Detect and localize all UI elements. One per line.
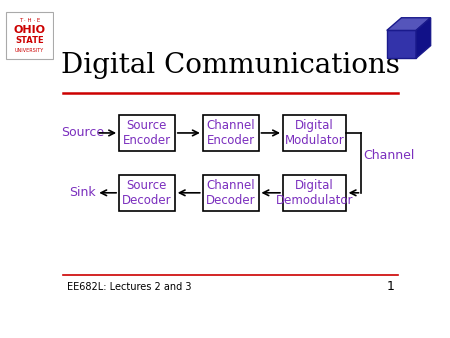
- Polygon shape: [387, 18, 431, 30]
- Text: Source
Decoder: Source Decoder: [122, 179, 172, 207]
- Text: Digital
Modulator: Digital Modulator: [284, 119, 344, 147]
- Text: OHIO: OHIO: [13, 25, 45, 35]
- Text: Digital
Demodulator: Digital Demodulator: [275, 179, 353, 207]
- Text: Channel
Encoder: Channel Encoder: [206, 119, 255, 147]
- Polygon shape: [387, 30, 416, 58]
- Text: Sink: Sink: [69, 186, 96, 199]
- Bar: [119, 175, 175, 211]
- Text: Channel
Decoder: Channel Decoder: [206, 179, 256, 207]
- Text: UNIVERSITY: UNIVERSITY: [14, 48, 44, 53]
- Bar: [283, 175, 346, 211]
- Bar: [283, 115, 346, 151]
- Text: Digital Communications: Digital Communications: [61, 52, 400, 79]
- Text: Source: Source: [61, 126, 104, 140]
- Bar: [119, 115, 175, 151]
- Text: EE682L: Lectures 2 and 3: EE682L: Lectures 2 and 3: [67, 282, 191, 291]
- Text: T · H · E: T · H · E: [18, 18, 40, 23]
- Bar: [202, 175, 258, 211]
- Text: 1: 1: [387, 280, 395, 293]
- Text: Source
Encoder: Source Encoder: [123, 119, 171, 147]
- Polygon shape: [416, 18, 431, 58]
- Bar: [202, 115, 258, 151]
- Text: Channel: Channel: [363, 149, 414, 162]
- Text: STATE: STATE: [15, 36, 44, 45]
